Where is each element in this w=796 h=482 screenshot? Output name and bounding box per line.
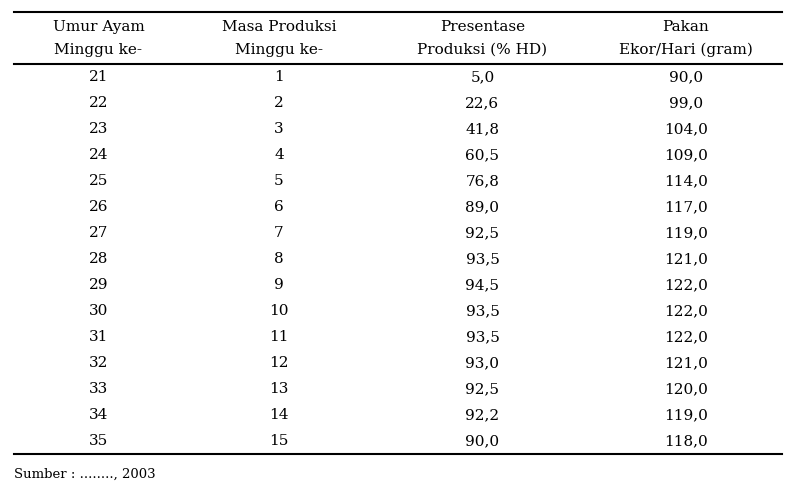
Text: 122,0: 122,0 [664,304,708,318]
Text: 93,5: 93,5 [466,252,499,266]
Text: 94,5: 94,5 [466,278,499,292]
Text: 11: 11 [269,330,289,344]
Text: 33: 33 [89,382,108,396]
Text: 89,0: 89,0 [466,200,499,214]
Text: Umur Ayam: Umur Ayam [53,20,144,34]
Text: 92,2: 92,2 [466,408,500,422]
Text: 13: 13 [269,382,289,396]
Text: 121,0: 121,0 [664,356,708,370]
Text: 93,0: 93,0 [466,356,499,370]
Text: 93,5: 93,5 [466,330,499,344]
Text: 23: 23 [89,122,108,136]
Text: 90,0: 90,0 [466,434,500,448]
Text: 26: 26 [88,200,108,214]
Text: 60,5: 60,5 [466,148,499,162]
Text: 31: 31 [89,330,108,344]
Text: 15: 15 [269,434,289,448]
Text: 5: 5 [274,174,283,188]
Text: Produksi (% HD): Produksi (% HD) [417,43,548,57]
Text: 90,0: 90,0 [669,70,703,84]
Text: 114,0: 114,0 [664,174,708,188]
Text: Minggu ke-: Minggu ke- [54,43,142,57]
Text: 104,0: 104,0 [664,122,708,136]
Text: Minggu ke-: Minggu ke- [235,43,323,57]
Text: 27: 27 [89,226,108,240]
Text: 10: 10 [269,304,289,318]
Text: 7: 7 [274,226,283,240]
Text: 5,0: 5,0 [470,70,494,84]
Text: 4: 4 [274,148,284,162]
Text: 28: 28 [89,252,108,266]
Text: 118,0: 118,0 [664,434,708,448]
Text: 121,0: 121,0 [664,252,708,266]
Text: 117,0: 117,0 [664,200,708,214]
Text: 41,8: 41,8 [466,122,499,136]
Text: 119,0: 119,0 [664,408,708,422]
Text: 76,8: 76,8 [466,174,499,188]
Text: 1: 1 [274,70,284,84]
Text: 6: 6 [274,200,284,214]
Text: 35: 35 [89,434,108,448]
Text: 32: 32 [89,356,108,370]
Text: 122,0: 122,0 [664,278,708,292]
Text: 119,0: 119,0 [664,226,708,240]
Text: 24: 24 [88,148,108,162]
Text: 99,0: 99,0 [669,96,703,110]
Text: 8: 8 [274,252,283,266]
Text: 109,0: 109,0 [664,148,708,162]
Text: 12: 12 [269,356,289,370]
Text: 3: 3 [274,122,283,136]
Text: 30: 30 [89,304,108,318]
Text: 34: 34 [89,408,108,422]
Text: 21: 21 [88,70,108,84]
Text: Ekor/Hari (gram): Ekor/Hari (gram) [619,43,753,57]
Text: 9: 9 [274,278,284,292]
Text: 2: 2 [274,96,284,110]
Text: 14: 14 [269,408,289,422]
Text: 22: 22 [88,96,108,110]
Text: 120,0: 120,0 [664,382,708,396]
Text: 122,0: 122,0 [664,330,708,344]
Text: Pakan: Pakan [662,20,709,34]
Text: Masa Produksi: Masa Produksi [222,20,336,34]
Text: 92,5: 92,5 [466,382,499,396]
Text: 29: 29 [88,278,108,292]
Text: Presentase: Presentase [440,20,525,34]
Text: 92,5: 92,5 [466,226,499,240]
Text: 25: 25 [89,174,108,188]
Text: Sumber : ........, 2003: Sumber : ........, 2003 [14,468,156,481]
Text: 93,5: 93,5 [466,304,499,318]
Text: 22,6: 22,6 [466,96,500,110]
